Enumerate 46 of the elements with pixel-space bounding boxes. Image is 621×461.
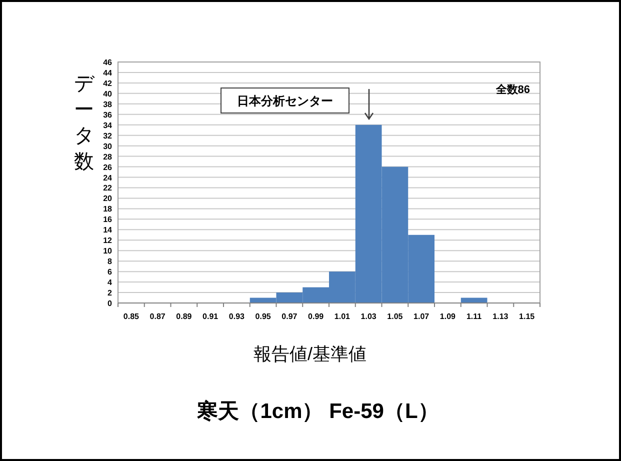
annotation: 日本分析センター [237,94,333,108]
y-tick-label: 32 [103,131,113,140]
note: 日本分析センター [220,88,374,120]
annotation: 全数86 [494,83,530,96]
text: 寒天（1cm） Fe-59（L） [196,399,439,423]
x-tick-label: 0.97 [282,312,298,321]
x-tick-label: 0.99 [308,312,324,321]
y-tick-label: 36 [103,110,113,120]
x-tick-label: 1.01 [334,312,351,321]
y-tick-label: 10 [103,246,113,256]
x-tick-label: 0.87 [150,312,166,321]
y-tick-label: 8 [108,257,113,266]
y-tick-label: 42 [103,78,113,88]
y-axis-title: データ数 [74,73,95,173]
y-tick-label: 16 [103,215,113,224]
x-tick-label: 0.93 [228,312,246,321]
x-tick-label: 1.15 [519,312,536,321]
y-tick-label: 6 [108,268,113,277]
x-tick-label: 1.11 [466,312,482,321]
x-tick-label: 1.09 [440,312,456,321]
y-tick-label: 38 [103,100,113,109]
y-tick-label: 22 [103,184,113,193]
x-axis-title: 報告値/基準値 [253,344,367,364]
y-tick-label: 34 [103,120,113,130]
x-tick-label: 1.07 [414,312,430,321]
y-tick-label: 12 [103,236,113,246]
y-tick-label: 0 [108,299,113,308]
y-tick-label: 18 [103,204,113,214]
y-tick-label: 14 [103,226,113,235]
x-tick-label: 1.13 [492,312,509,321]
x-tick-label: 0.85 [123,312,140,321]
y-tick-label: 40 [103,89,113,98]
y-tick-label: 28 [103,152,113,162]
y-tick-label: 24 [103,173,113,182]
y-tick-label: 44 [103,68,113,78]
x-tick-label: 0.95 [255,312,272,321]
y-tick-label: 46 [103,58,113,67]
x-tick-label: 1.03 [360,312,377,321]
x-tick-label: 1.05 [387,312,404,321]
y-tick-label: 4 [108,278,113,288]
x-tick-label: 0.91 [202,312,219,321]
y-tick-label: 30 [103,142,113,151]
x-tick-label: 0.89 [176,312,192,321]
y-tick-label: 26 [103,162,113,172]
y-tick-label: 20 [103,194,113,204]
y-tick-label: 2 [108,288,113,298]
